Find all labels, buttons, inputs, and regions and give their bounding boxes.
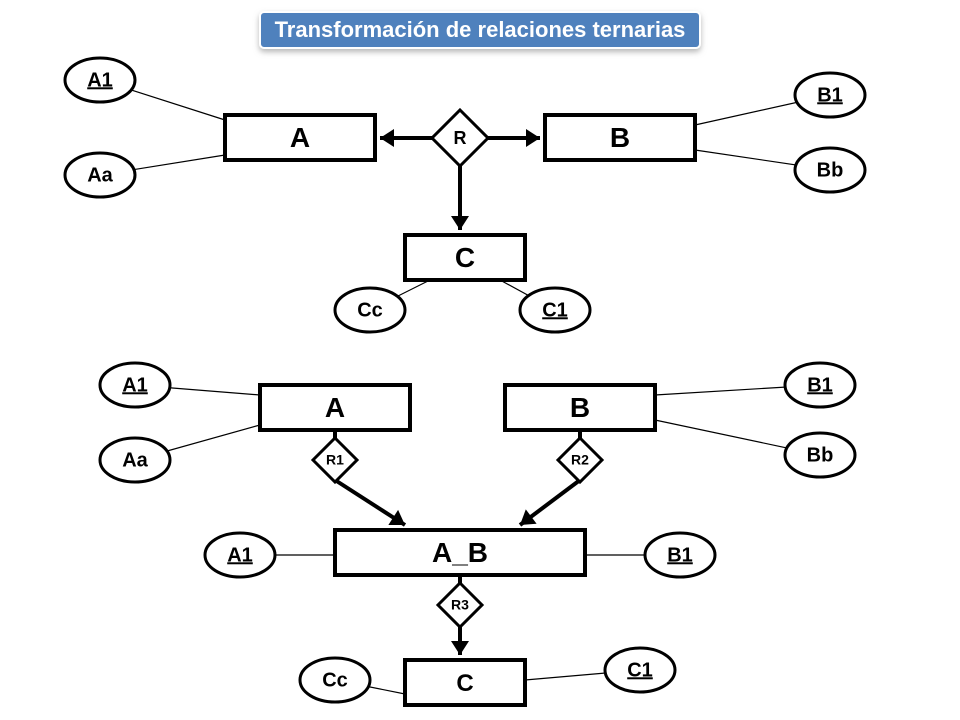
svg-text:A: A — [290, 122, 310, 153]
entity-A-bot: A — [260, 385, 410, 430]
title-banner: Transformación de relaciones ternarias — [260, 12, 700, 48]
svg-text:A1: A1 — [122, 374, 148, 396]
svg-text:C: C — [456, 670, 473, 697]
svg-text:A1: A1 — [87, 69, 113, 91]
entity-C-top: C — [405, 235, 525, 280]
attr-Aa-top: Aa — [65, 153, 135, 197]
svg-text:R2: R2 — [571, 452, 589, 468]
svg-text:A: A — [325, 392, 345, 423]
attr-B1t-bot: B1 — [785, 363, 855, 407]
attr-C1-top: C1 — [520, 288, 590, 332]
connector — [380, 129, 432, 147]
relation-R: R — [432, 110, 488, 166]
entity-B-bot: B — [505, 385, 655, 430]
attr-Cc-top: Cc — [335, 288, 405, 332]
attr-A1b-bot: A1 — [205, 533, 275, 577]
entity-AB-bot: A_B — [335, 530, 585, 575]
entity-B-top: B — [545, 115, 695, 160]
er-diagram: Transformación de relaciones ternarias A B… — [0, 0, 960, 720]
entity-A-top: A — [225, 115, 375, 160]
svg-text:R: R — [454, 128, 467, 148]
relation-R3: R3 — [438, 583, 482, 627]
svg-text:Bb: Bb — [807, 444, 834, 466]
svg-text:Aa: Aa — [87, 164, 113, 186]
svg-text:C1: C1 — [542, 299, 568, 321]
svg-text:B: B — [610, 122, 630, 153]
svg-text:A_B: A_B — [432, 537, 488, 568]
svg-text:Cc: Cc — [322, 669, 348, 691]
attr-Aa2-bot: Aa — [100, 438, 170, 482]
svg-text:C1: C1 — [627, 659, 653, 681]
connector — [488, 129, 540, 147]
svg-text:A1: A1 — [227, 544, 253, 566]
attr-C1b-bot: C1 — [605, 648, 675, 692]
attr-B1-top: B1 — [795, 73, 865, 117]
connector — [451, 625, 469, 655]
svg-text:C: C — [455, 242, 475, 273]
svg-text:Aa: Aa — [122, 449, 148, 471]
attr-Bb2-bot: Bb — [785, 433, 855, 477]
connector — [335, 480, 405, 525]
relation-R1: R1 — [313, 438, 357, 482]
svg-text:R3: R3 — [451, 597, 469, 613]
attr-B1b-bot: B1 — [645, 533, 715, 577]
attr-A1-top: A1 — [65, 58, 135, 102]
svg-text:R1: R1 — [326, 452, 344, 468]
svg-text:B1: B1 — [667, 544, 693, 566]
svg-text:Bb: Bb — [817, 159, 844, 181]
attr-A1t-bot: A1 — [100, 363, 170, 407]
svg-text:Cc: Cc — [357, 299, 383, 321]
relation-R2: R2 — [558, 438, 602, 482]
connector — [520, 480, 580, 525]
title-text: Transformación de relaciones ternarias — [275, 17, 686, 42]
attr-Cc2-bot: Cc — [300, 658, 370, 702]
svg-text:B: B — [570, 392, 590, 423]
svg-text:B1: B1 — [807, 374, 833, 396]
entity-C-bot: C — [405, 660, 525, 705]
attr-Bb-top: Bb — [795, 148, 865, 192]
svg-text:B1: B1 — [817, 84, 843, 106]
connector — [451, 166, 469, 230]
